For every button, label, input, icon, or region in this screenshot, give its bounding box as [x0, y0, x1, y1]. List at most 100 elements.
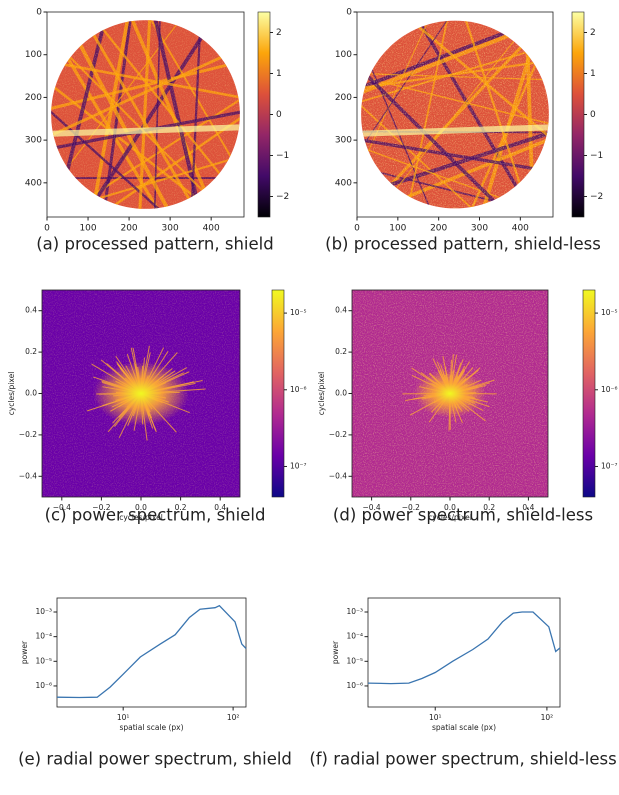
y-tick-label: 300 [25, 136, 42, 146]
y-tick-label: 200 [25, 93, 42, 103]
colorbar [571, 11, 585, 218]
x-tick-label: 200 [430, 224, 447, 234]
x-tick-label: −0.4 [53, 503, 71, 512]
x-tick-label: 400 [203, 224, 220, 234]
y-tick-label: 300 [335, 136, 352, 146]
panel: 10¹ 10² 10⁻⁶ 10⁻⁵ 10⁻⁴ 10⁻³ spatial scale (px)… [309, 597, 617, 769]
x-tick-label: −0.4 [362, 503, 380, 512]
x-axis-label: spatial scale (px) [432, 723, 496, 732]
y-tick-label: 0 [36, 8, 42, 18]
burst [414, 369, 486, 418]
colorbar-tick-label: 0 [276, 110, 282, 120]
y-tick-label: 100 [25, 50, 42, 60]
y-tick-label: −0.2 [19, 430, 37, 439]
x-axis-label: cycles/pixel [428, 513, 472, 522]
panel: 10¹ 10² 10⁻⁶ 10⁻⁵ 10⁻⁴ 10⁻³ spatial scale (px)… [18, 597, 292, 769]
y-tick-label: 0.4 [25, 306, 37, 315]
power-line [56, 604, 247, 699]
y-tick-label: 0.0 [335, 389, 347, 398]
y-tick-label: 10⁻⁴ [346, 632, 363, 641]
colorbar [257, 11, 271, 218]
colorbar-tick-label: 10⁻⁶ [601, 385, 618, 394]
y-axis-label: cycles/pixel [317, 372, 326, 416]
power-line [367, 611, 561, 685]
y-tick-label: 10⁻⁴ [35, 632, 52, 641]
x-tick-label: 100 [389, 224, 406, 234]
x-tick-label: 100 [79, 224, 96, 234]
x-axis-label: cycles/pixel [119, 513, 163, 522]
y-tick-label: 10⁻³ [35, 607, 52, 616]
x-tick-label: 0 [354, 224, 360, 234]
colorbar-tick-label: 2 [276, 28, 282, 38]
y-tick-label: 200 [335, 93, 352, 103]
x-tick-label: 10² [227, 713, 240, 722]
axes-frame [46, 11, 245, 218]
caption: (c) power spectrum, shield [45, 506, 266, 525]
noise [361, 20, 549, 209]
colorbar-tick-label: 0 [590, 110, 596, 120]
x-tick-label: 0 [44, 224, 50, 234]
x-tick-label: 10¹ [429, 713, 442, 722]
y-tick-label: 400 [25, 178, 42, 188]
x-tick-label: 0.4 [522, 503, 534, 512]
x-tick-label: 400 [512, 224, 529, 234]
caption: (b) processed pattern, shield-less [325, 235, 601, 254]
y-tick-label: 0.2 [335, 347, 347, 356]
x-tick-label: 300 [471, 224, 488, 234]
caption: (a) processed pattern, shield [36, 235, 273, 254]
colorbar-tick-label: −1 [276, 151, 289, 161]
pattern-image [361, 20, 549, 209]
caption: (f) radial power spectrum, shield-less [309, 750, 616, 769]
y-tick-label: 10⁻⁵ [346, 656, 363, 665]
axes-frame [367, 597, 561, 708]
colorbar-tick-label: 1 [590, 69, 596, 79]
y-tick-label: 0.4 [335, 306, 347, 315]
y-tick-label: −0.4 [19, 471, 37, 480]
noise [51, 20, 240, 209]
panel: −0.4 −0.2 0.0 0.2 0.4 −0.4 −0.2 0.0 0.2 0.4 cycles… [317, 289, 618, 525]
panel: 0 100 200 300 400 0 100 200 300 400 2 1 0 −1 −2 (b) pro… [325, 8, 603, 254]
y-axis-label: power [20, 640, 29, 664]
colorbar-tick-label: −2 [590, 192, 603, 202]
colorbar-tick-label: −2 [276, 192, 289, 202]
burst [93, 361, 189, 426]
colorbar-tick-label: 1 [276, 69, 282, 79]
colorbar-tick-label: 10⁻⁷ [601, 461, 618, 470]
colorbar-tick-label: 10⁻⁵ [290, 308, 307, 317]
colorbar-tick-label: 10⁻⁵ [601, 308, 618, 317]
y-tick-label: 400 [335, 178, 352, 188]
x-tick-label: 10¹ [117, 713, 130, 722]
colorbar-tick-label: −1 [590, 151, 603, 161]
x-tick-label: 300 [162, 224, 179, 234]
caption: (e) radial power spectrum, shield [18, 750, 292, 769]
axes-frame [356, 11, 554, 218]
y-tick-label: 10⁻⁶ [346, 681, 363, 690]
y-tick-label: 0 [346, 8, 352, 18]
y-tick-label: 10⁻³ [346, 607, 363, 616]
colorbar-tick-label: 2 [590, 28, 596, 38]
caption: (d) power spectrum, shield-less [333, 506, 593, 525]
y-tick-label: −0.4 [329, 471, 347, 480]
x-tick-label: 0.0 [135, 503, 147, 512]
panel: −0.4 −0.2 0.0 0.2 0.4 −0.4 −0.2 0.0 0.2 0.4 cycles… [7, 289, 307, 525]
y-tick-label: 10⁻⁵ [35, 656, 52, 665]
y-tick-label: 10⁻⁶ [35, 681, 52, 690]
y-tick-label: −0.2 [329, 430, 347, 439]
colorbar-tick-label: 10⁻⁶ [290, 385, 307, 394]
y-tick-label: 100 [335, 50, 352, 60]
x-tick-label: −0.2 [402, 503, 420, 512]
x-tick-label: 200 [120, 224, 137, 234]
panel: 0 100 200 300 400 0 100 200 300 400 2 1 0 −1 −2 (a) pro… [25, 8, 289, 254]
y-axis-label: cycles/pixel [7, 372, 16, 416]
x-tick-label: 0.2 [175, 503, 187, 512]
x-tick-label: 0.0 [444, 503, 456, 512]
y-axis-label: power [331, 640, 340, 664]
y-tick-label: 0.0 [25, 389, 37, 398]
x-axis-label: spatial scale (px) [119, 723, 183, 732]
colorbar-tick-label: 10⁻⁷ [290, 461, 307, 470]
x-tick-label: 10² [541, 713, 554, 722]
x-tick-label: −0.2 [92, 503, 110, 512]
colorbar [271, 289, 285, 498]
x-tick-label: 0.2 [483, 503, 495, 512]
